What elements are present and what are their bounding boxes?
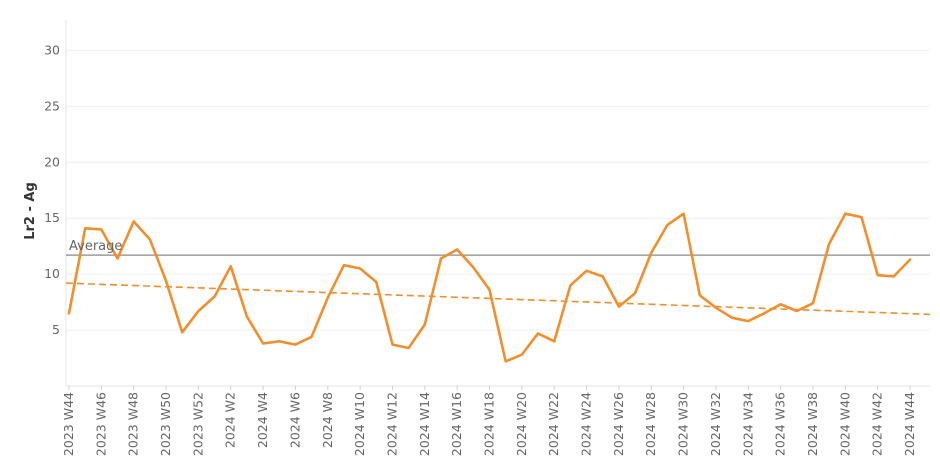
x-tick-label: 2024 W34 [740,392,755,456]
y-tick-label: 25 [44,98,60,113]
axes [65,20,930,390]
gridlines [66,49,930,331]
y-tick-label: 10 [44,266,60,281]
x-tick-label: 2024 W42 [870,392,885,456]
x-tick-label: 2023 W50 [158,392,173,456]
y-axis-title: Lr2 - Ag [23,182,38,240]
x-tick-label: 2023 W48 [126,392,141,456]
x-tick-label: 2024 W36 [773,392,788,456]
x-tick-label: 2024 W30 [676,392,691,456]
x-tick-label: 2024 W24 [579,392,594,456]
x-tick-label: 2024 W38 [805,392,820,456]
trend-line [65,282,931,316]
x-tick-label: 2024 W20 [514,392,529,456]
x-tick-label: 2024 W4 [255,392,270,448]
series-line [67,212,912,363]
x-tick-label: 2024 W6 [287,392,302,448]
y-tick-label: 20 [44,154,60,169]
y-tick-label: 15 [44,210,60,225]
average-label: Average [69,239,122,254]
x-tick-label: 2024 W28 [643,392,658,456]
x-tick-label: 2024 W40 [837,392,852,456]
x-tick-label: 2024 W16 [449,392,464,456]
x-tick-label: 2024 W22 [546,392,561,456]
x-tick-label: 2024 W26 [611,392,626,456]
x-tick-label: 2024 W10 [352,392,367,456]
y-tick-label: 5 [52,322,60,337]
x-tick-label: 2023 W46 [93,392,108,456]
x-tick-label: 2023 W44 [61,392,76,456]
x-tick-label: 2024 W18 [482,392,497,456]
x-tick-label: 2023 W52 [190,392,205,456]
x-tick-label: 2024 W14 [417,392,432,456]
x-tick-label: 2024 W2 [223,392,238,448]
x-tick-label: 2024 W32 [708,392,723,456]
x-tick-label: 2024 W8 [320,392,335,448]
x-tick-label: 2024 W44 [902,392,917,456]
y-tick-label: 30 [44,42,60,57]
series [67,212,912,363]
x-tick-label: 2024 W12 [384,392,399,456]
labels: 5 10 15 20 25 30 Lr2 - Ag 2023 W44 2023 W46 2023 … [23,42,917,456]
trend [65,282,931,316]
